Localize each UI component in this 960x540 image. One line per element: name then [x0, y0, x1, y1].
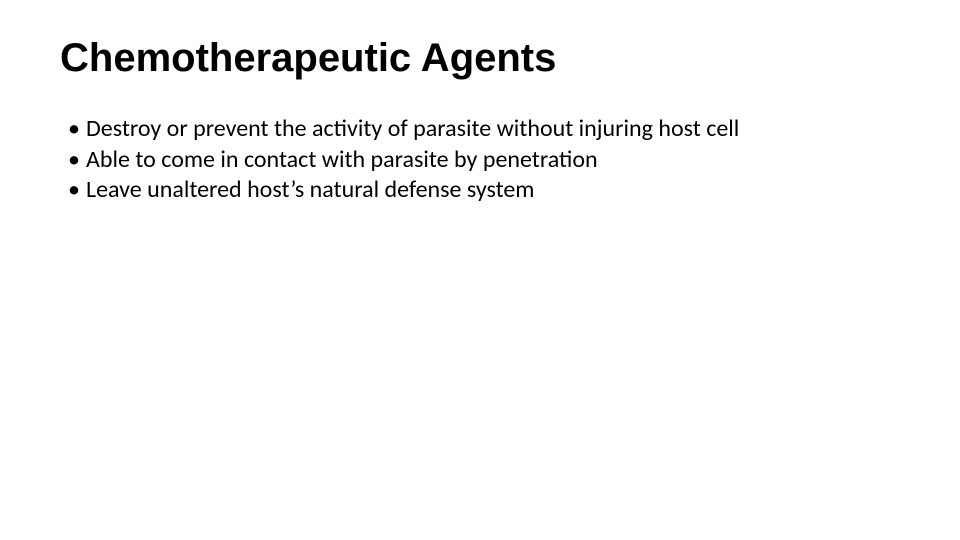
- list-item: Destroy or prevent the activity of paras…: [68, 114, 900, 145]
- slide-title: Chemotherapeutic Agents: [60, 36, 900, 80]
- list-item: Able to come in contact with parasite by…: [68, 145, 900, 176]
- list-item: Leave unaltered host’s natural defense s…: [68, 175, 900, 206]
- slide: Chemotherapeutic Agents Destroy or preve…: [0, 0, 960, 540]
- bullet-list: Destroy or prevent the activity of paras…: [68, 114, 900, 206]
